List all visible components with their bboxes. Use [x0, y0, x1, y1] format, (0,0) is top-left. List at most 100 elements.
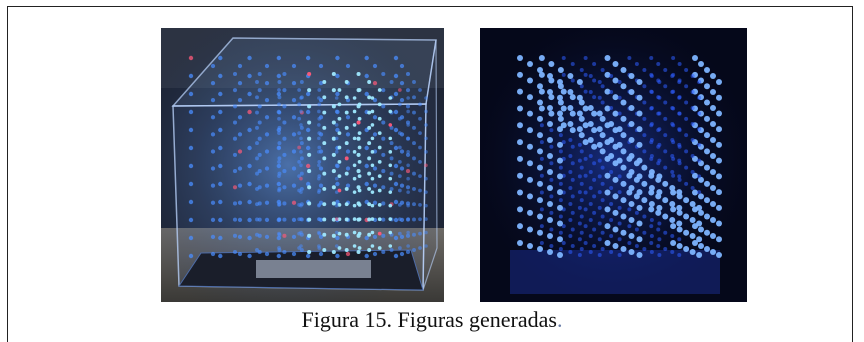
led-dot — [600, 165, 605, 170]
led-dot — [670, 138, 675, 142]
led-dot — [299, 150, 303, 154]
led-dot — [307, 201, 312, 206]
led-dot — [405, 88, 411, 93]
led-dot — [517, 71, 523, 78]
led-dot — [318, 251, 324, 257]
led-dot — [247, 73, 252, 79]
led-dot — [549, 244, 554, 248]
led-dot — [662, 213, 669, 220]
led-dot — [561, 241, 566, 245]
led-dot — [588, 74, 593, 78]
led-dot — [237, 80, 243, 86]
led-dot — [344, 248, 349, 252]
led-dot — [676, 209, 683, 216]
led-dot — [596, 141, 603, 148]
led-dot — [557, 67, 564, 73]
led-dot — [372, 166, 378, 171]
led-dot — [397, 116, 402, 121]
led-dot — [424, 217, 428, 221]
led-dot — [335, 199, 340, 205]
led-dot — [609, 170, 614, 174]
led-dot — [677, 80, 682, 84]
led-dot — [583, 190, 588, 195]
led-dot — [370, 123, 375, 127]
led-dot — [188, 199, 194, 205]
led-dot — [537, 132, 543, 139]
led-dot — [389, 248, 394, 252]
led-dot — [317, 123, 321, 127]
led-dot — [617, 174, 622, 179]
led-dot — [307, 249, 312, 255]
led-dot — [232, 169, 238, 174]
led-dot — [335, 91, 340, 97]
led-dot — [549, 144, 554, 149]
led-dot — [257, 120, 262, 125]
led-dot — [397, 174, 402, 179]
led-dot — [412, 125, 416, 130]
led-dot — [557, 236, 563, 243]
led-dot — [370, 96, 375, 100]
led-dot — [345, 63, 351, 69]
led-dot — [370, 176, 375, 181]
led-dot — [677, 95, 682, 100]
led-dot — [557, 115, 564, 122]
led-dot — [527, 61, 533, 67]
led-dot — [600, 68, 605, 72]
led-dot — [282, 152, 287, 157]
led-dot — [517, 172, 523, 179]
led-dot — [247, 253, 252, 259]
led-dot — [547, 153, 553, 159]
led-dot — [696, 204, 703, 211]
led-dot — [592, 244, 597, 248]
led-cube-photo-right — [480, 28, 747, 302]
led-dot — [677, 253, 682, 257]
led-dot — [357, 116, 362, 121]
figure-caption: Figura 15. Figuras generadas. — [0, 306, 864, 334]
led-dot — [692, 240, 698, 246]
led-dot — [527, 193, 533, 200]
led-dot — [297, 131, 302, 135]
led-dot — [337, 159, 342, 164]
led-dot — [697, 111, 702, 116]
led-dot — [337, 217, 342, 222]
led-dot — [612, 226, 619, 233]
led-dot — [690, 90, 695, 94]
led-dot — [716, 173, 722, 180]
led-dot — [388, 244, 393, 248]
led-dot — [367, 80, 372, 84]
led-dot — [299, 190, 303, 194]
led-dot — [297, 116, 302, 121]
led-dot — [377, 217, 382, 222]
led-dot — [418, 102, 422, 107]
led-dot — [527, 243, 533, 249]
led-dot — [612, 94, 619, 101]
led-dot — [264, 166, 270, 171]
led-dot — [399, 234, 405, 240]
led-dot — [232, 217, 238, 222]
led-dot — [255, 202, 259, 207]
led-dot — [405, 233, 411, 238]
led-dot — [277, 231, 281, 236]
led-dot — [322, 217, 327, 222]
led-dot — [282, 201, 287, 206]
led-dot — [576, 110, 583, 117]
led-dot — [352, 203, 357, 208]
led-dot — [210, 132, 216, 137]
led-dot — [424, 203, 428, 208]
led-dot — [588, 186, 593, 190]
led-dot — [588, 250, 593, 254]
led-dot — [188, 253, 194, 259]
led-dot — [558, 198, 563, 203]
base-light-strip — [256, 260, 371, 278]
led-dot — [334, 150, 339, 154]
led-dot — [357, 231, 362, 236]
acrylic-case-side — [422, 39, 438, 291]
led-dot — [218, 55, 223, 61]
led-dot — [704, 246, 710, 252]
led-dot — [583, 173, 588, 178]
led-dot — [592, 95, 597, 100]
led-dot — [335, 55, 340, 61]
led-dot — [291, 166, 297, 171]
led-dot — [372, 63, 378, 69]
led-dot — [597, 190, 602, 195]
